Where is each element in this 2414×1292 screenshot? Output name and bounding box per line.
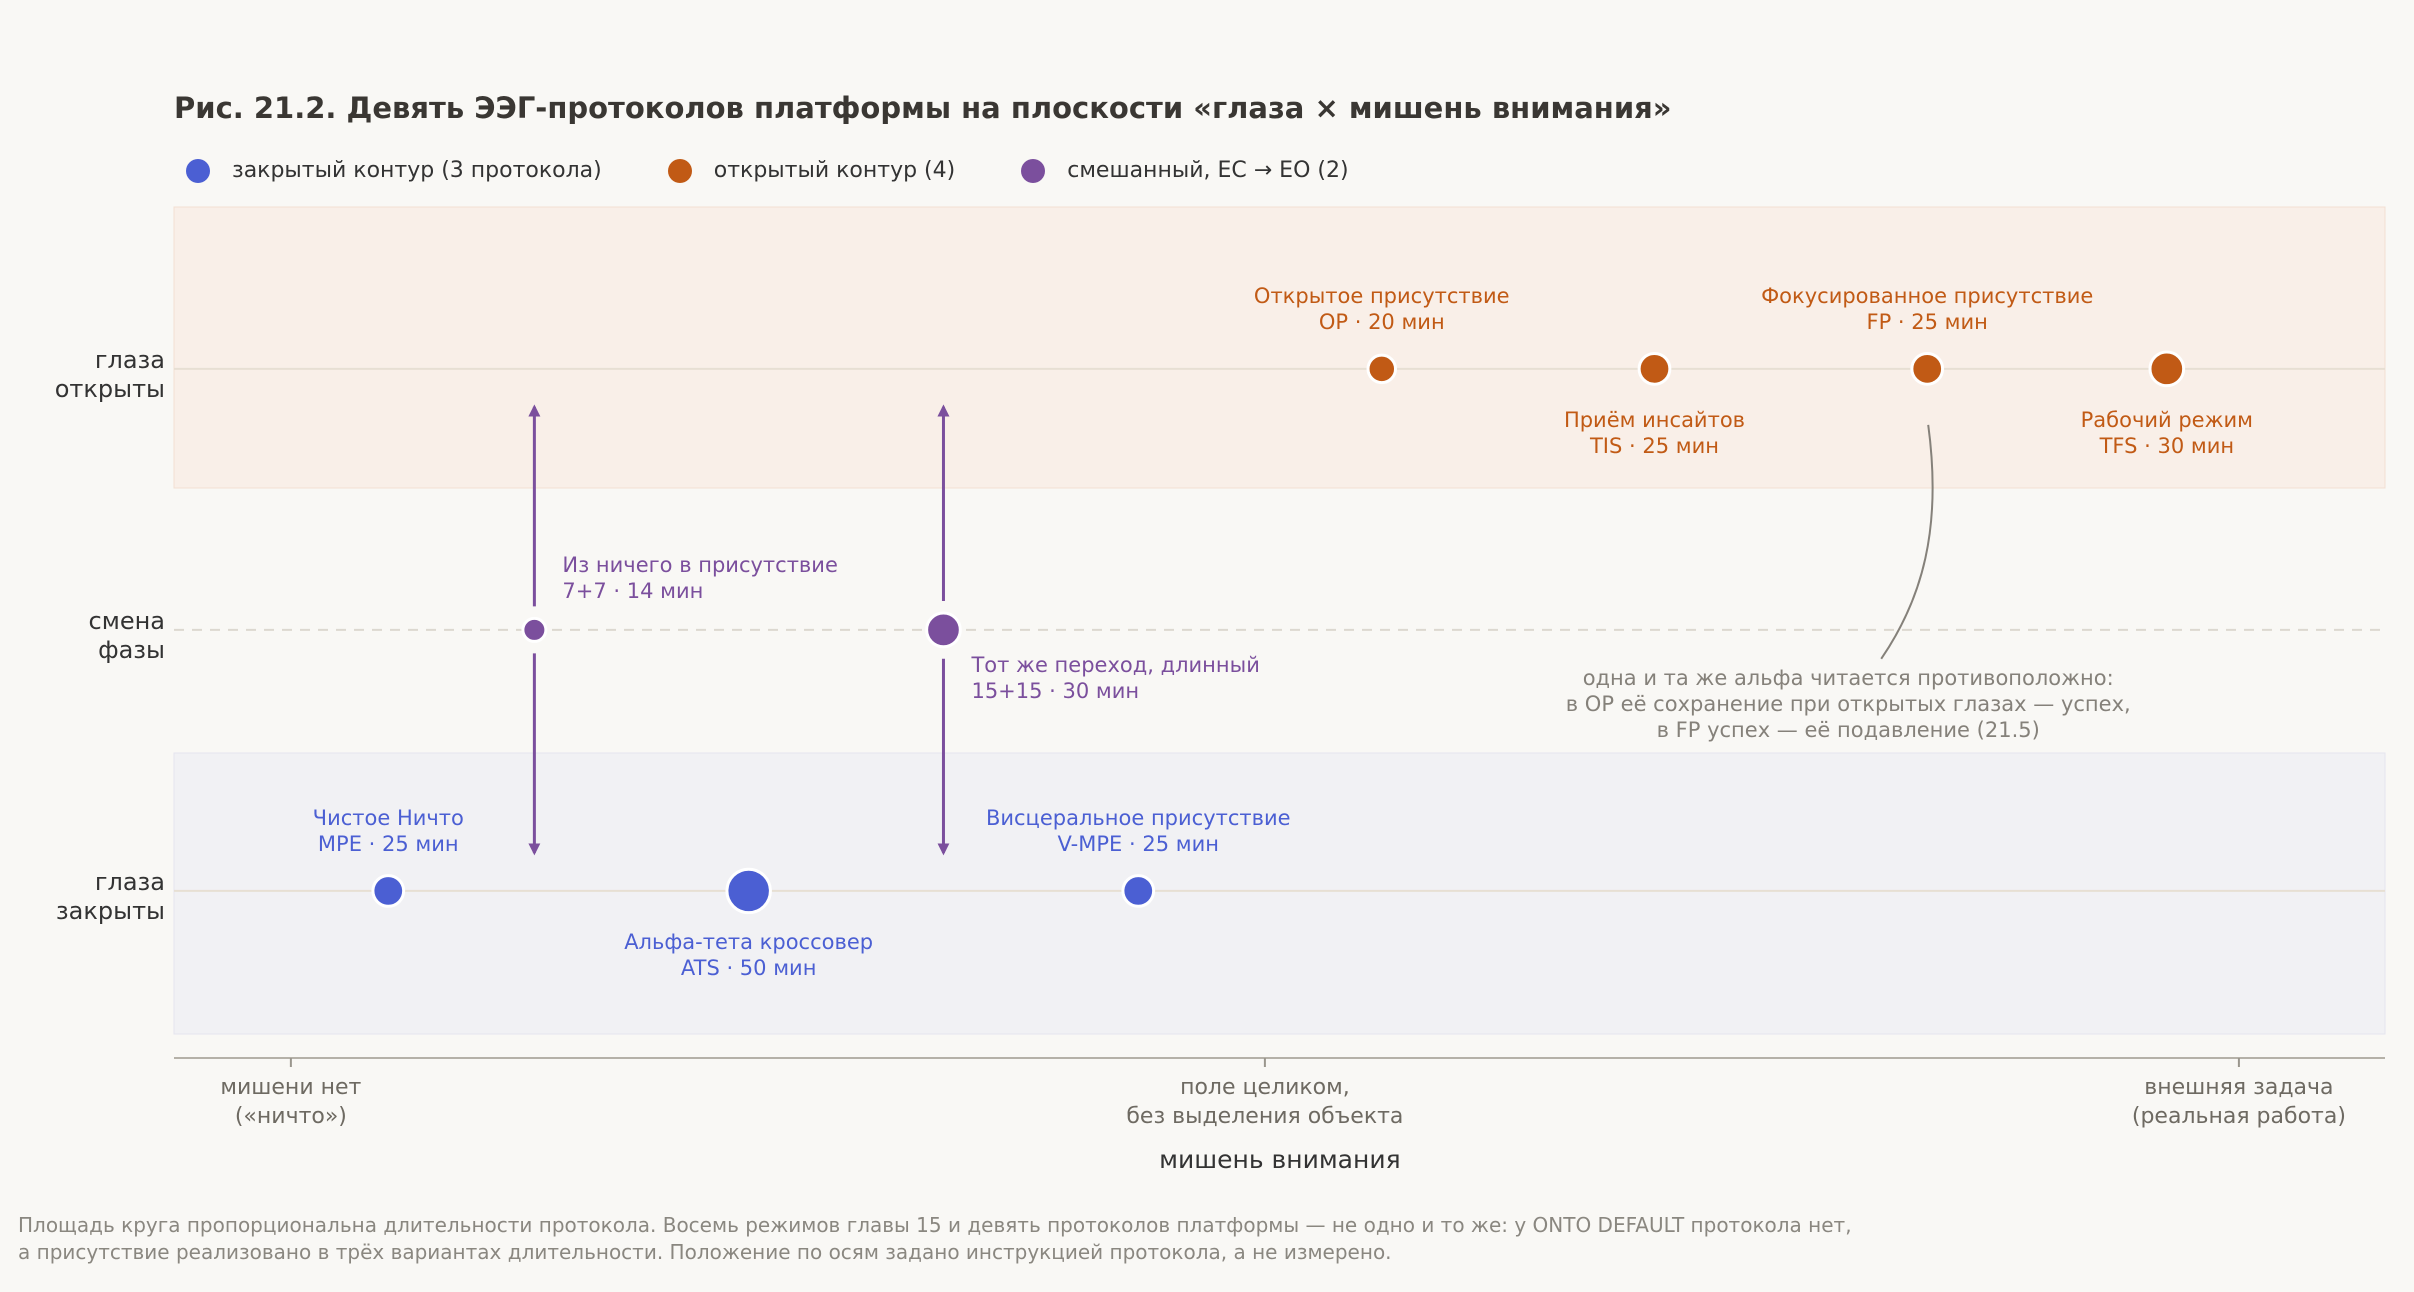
legend-label: смешанный, EC → EO (2) — [1067, 158, 1349, 183]
point-label: Тот же переход, длинный 15+15 · 30 мин — [970, 653, 1259, 703]
legend-label: открытый контур (4) — [713, 158, 956, 183]
legend-marker — [667, 158, 692, 183]
point-label: Приём инсайтов TIS · 25 мин — [1564, 408, 1745, 458]
eyes-closed-band — [173, 752, 2386, 1035]
chart-title: Рис. 21.2. Девять ЭЭГ-протоколов платфор… — [174, 91, 1672, 125]
x-tick-label: поле целиком, без выделения объекта — [1126, 1075, 1403, 1129]
x-tick-label: мишени нет («ничто») — [220, 1075, 361, 1129]
legend-item: смешанный, EC → EO (2) — [1009, 158, 1349, 183]
data-point — [1121, 874, 1156, 908]
data-point — [725, 867, 772, 915]
point-label: Рабочий режим TFS · 30 мин — [2081, 408, 2253, 458]
legend-item: открытый контур (4) — [656, 158, 955, 183]
point-label: Альфа-тета кроссовер ATS · 50 мин — [624, 930, 873, 980]
point-label: Фокусированное присутствие FP · 25 мин — [1761, 284, 2093, 334]
point-label: Открытое присутствие OP · 20 мин — [1254, 284, 1510, 334]
caption-line-1: Площадь круга пропорциональна длительнос… — [18, 1213, 1852, 1237]
x-axis-label: мишень внимания — [1159, 1145, 1401, 1174]
y-tick-label: смена фазы — [89, 607, 165, 664]
annotation-connector — [1880, 424, 1934, 660]
data-point — [1366, 353, 1398, 385]
legend: закрытый контур (3 протокола) открытый ко… — [174, 158, 1403, 183]
data-point — [2148, 350, 2186, 388]
data-point — [521, 616, 548, 643]
legend-label: закрытый контур (3 протокола) — [232, 158, 602, 183]
legend-marker — [186, 158, 210, 183]
x-tick-label: внешняя задача (реальная работа) — [2132, 1075, 2346, 1129]
data-point — [925, 611, 962, 649]
caption-line-2: а присутствие реализовано в трёх вариант… — [18, 1240, 1392, 1264]
data-point — [371, 874, 406, 908]
data-point — [1637, 351, 1672, 386]
eyes-open-band — [173, 206, 2386, 489]
point-label: Чистое Ничто MPE · 25 мин — [313, 806, 464, 856]
y-tick-label: глаза открыты — [55, 346, 165, 403]
annotation-text: одна и та же альфа читается противополож… — [1566, 666, 2131, 742]
point-label: Висцеральное присутствие V-MPE · 25 мин — [986, 806, 1291, 856]
point-label: Из ничего в присутствие 7+7 · 14 мин — [562, 553, 838, 603]
legend-item: закрытый контур (3 протокола) — [174, 158, 602, 183]
y-tick-label: глаза закрыты — [56, 868, 165, 925]
caption: Площадь круга пропорциональна длительнос… — [18, 1212, 1852, 1266]
data-point — [1910, 351, 1945, 386]
legend-marker — [1021, 158, 1046, 183]
